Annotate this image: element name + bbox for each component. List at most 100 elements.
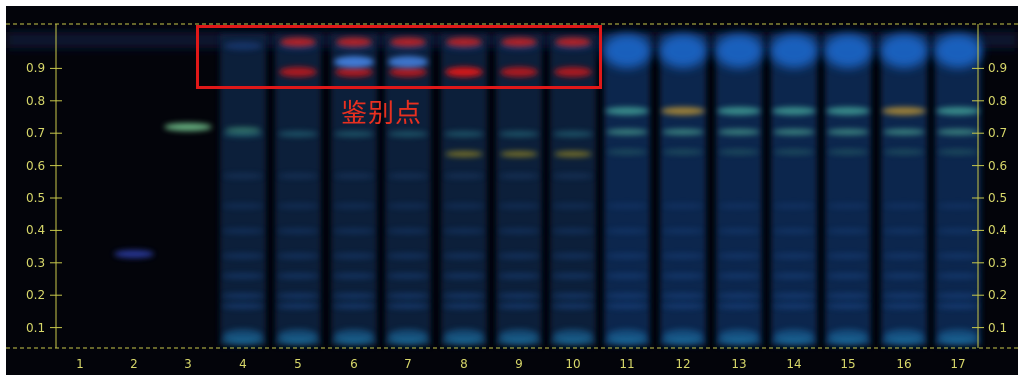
tlc-band bbox=[445, 151, 483, 157]
tlc-band bbox=[498, 228, 540, 234]
tlc-band bbox=[606, 203, 648, 209]
tlc-band bbox=[498, 273, 540, 279]
tlc-band bbox=[827, 293, 869, 299]
tlc-band bbox=[773, 293, 815, 299]
tlc-band bbox=[336, 37, 372, 47]
tlc-band bbox=[662, 203, 704, 209]
lane-number: 5 bbox=[294, 357, 302, 371]
tlc-band bbox=[224, 42, 262, 50]
tlc-band bbox=[389, 67, 427, 77]
rf-tick-label-left: 0.6 bbox=[26, 158, 46, 173]
lane-number: 11 bbox=[619, 357, 635, 371]
tlc-band bbox=[277, 273, 319, 279]
tlc-band bbox=[277, 253, 319, 259]
tlc-band bbox=[662, 228, 704, 234]
tlc-band bbox=[498, 253, 540, 259]
tlc-band bbox=[443, 293, 485, 299]
tlc-band bbox=[718, 273, 760, 279]
tlc-band bbox=[717, 107, 761, 115]
tlc-band bbox=[278, 131, 318, 137]
tlc-band bbox=[552, 303, 594, 309]
lane-number: 2 bbox=[130, 357, 138, 371]
tlc-band bbox=[937, 273, 979, 279]
tlc-band bbox=[883, 273, 925, 279]
tlc-band bbox=[883, 203, 925, 209]
tlc-band bbox=[772, 107, 816, 115]
tlc-band bbox=[662, 303, 704, 309]
rf-tick-label-left: 0.9 bbox=[26, 61, 46, 76]
rf-tick-label-right: 0.6 bbox=[988, 158, 1008, 173]
tlc-band bbox=[223, 131, 263, 137]
lane-number: 7 bbox=[404, 357, 412, 371]
tlc-band bbox=[715, 34, 763, 68]
lane-number: 1 bbox=[76, 357, 84, 371]
tlc-band bbox=[497, 337, 541, 345]
tlc-band bbox=[445, 67, 483, 77]
tlc-band bbox=[882, 337, 926, 345]
tlc-band bbox=[387, 228, 429, 234]
tlc-band bbox=[446, 37, 482, 47]
tlc-band bbox=[276, 337, 320, 345]
tlc-band bbox=[552, 203, 594, 209]
tlc-band bbox=[500, 151, 538, 157]
tlc-band bbox=[718, 129, 760, 135]
tlc-band bbox=[773, 228, 815, 234]
tlc-band bbox=[606, 253, 648, 259]
tlc-band bbox=[824, 34, 872, 68]
lane-number: 8 bbox=[460, 357, 468, 371]
tlc-band bbox=[277, 203, 319, 209]
tlc-band bbox=[333, 228, 375, 234]
lane-track bbox=[660, 34, 706, 346]
tlc-band bbox=[937, 129, 979, 135]
tlc-band bbox=[554, 151, 592, 157]
tlc-band bbox=[606, 273, 648, 279]
tlc-band bbox=[443, 203, 485, 209]
tlc-band bbox=[718, 303, 760, 309]
tlc-band bbox=[937, 203, 979, 209]
lane-number: 15 bbox=[840, 357, 856, 371]
tlc-band bbox=[334, 56, 374, 68]
tlc-band bbox=[225, 127, 261, 133]
tlc-band bbox=[442, 337, 486, 345]
tlc-band bbox=[934, 34, 982, 68]
tlc-band bbox=[663, 149, 703, 155]
tlc-band bbox=[718, 253, 760, 259]
lane-track bbox=[771, 34, 817, 346]
tlc-plate: 0.9 0.9 0.8 0.8 0.7 0.7 0.6 0.6 0.5 0.5 0.4 0.4 0.3 0… bbox=[6, 6, 1018, 375]
tlc-band bbox=[387, 253, 429, 259]
tlc-band bbox=[826, 107, 870, 115]
tlc-band bbox=[222, 293, 264, 299]
rf-tick-label-left: 0.2 bbox=[26, 288, 46, 303]
tlc-band bbox=[387, 203, 429, 209]
tlc-band bbox=[223, 173, 263, 179]
tlc-band bbox=[277, 293, 319, 299]
tlc-band bbox=[936, 337, 980, 345]
tlc-band bbox=[552, 273, 594, 279]
tlc-band bbox=[662, 253, 704, 259]
tlc-band bbox=[498, 303, 540, 309]
tlc-band bbox=[444, 131, 484, 137]
tlc-band bbox=[659, 34, 707, 68]
tlc-band bbox=[388, 173, 428, 179]
tlc-band bbox=[719, 149, 759, 155]
tlc-band bbox=[222, 253, 264, 259]
lane-number: 14 bbox=[786, 357, 802, 371]
lane-number: 6 bbox=[350, 357, 358, 371]
tlc-band bbox=[827, 129, 869, 135]
tlc-band bbox=[222, 203, 264, 209]
tlc-band bbox=[498, 293, 540, 299]
tlc-band bbox=[661, 107, 705, 115]
tlc-band bbox=[333, 293, 375, 299]
tlc-band bbox=[444, 173, 484, 179]
identification-zone-label: 鉴别点 bbox=[341, 99, 423, 129]
rf-tick-label-right: 0.5 bbox=[988, 191, 1008, 205]
tlc-band bbox=[938, 149, 978, 155]
tlc-band bbox=[772, 337, 816, 345]
tlc-band bbox=[501, 37, 537, 47]
tlc-band bbox=[552, 253, 594, 259]
tlc-band bbox=[221, 337, 265, 345]
tlc-band bbox=[553, 173, 593, 179]
tlc-band bbox=[499, 173, 539, 179]
tlc-band bbox=[882, 107, 926, 115]
lane-track bbox=[881, 34, 927, 346]
